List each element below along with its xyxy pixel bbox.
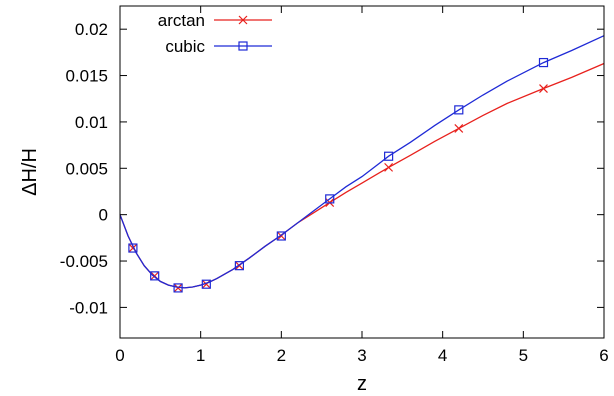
cubic-point xyxy=(276,231,286,241)
cubic-point xyxy=(201,279,211,289)
arctan-point xyxy=(384,162,394,172)
marker-stroke xyxy=(384,162,394,172)
legend-label-cubic: cubic xyxy=(165,37,205,56)
arctan-point xyxy=(173,283,183,293)
cubic-point xyxy=(150,271,160,281)
cubic-point xyxy=(384,151,394,161)
y-axis-label: ΔH/H xyxy=(19,148,41,196)
marker-stroke xyxy=(454,123,464,133)
marker-stroke xyxy=(173,283,183,293)
cubic-point xyxy=(234,261,244,271)
y-tick-label: 0.02 xyxy=(75,20,108,39)
legend-marker-arctan xyxy=(238,15,248,25)
marker-stroke xyxy=(238,15,248,25)
cubic-point xyxy=(173,283,183,293)
arctan-point xyxy=(201,279,211,289)
x-axis-label: z xyxy=(357,373,367,395)
y-tick-label: -0.01 xyxy=(69,298,108,317)
legend-label-arctan: arctan xyxy=(158,11,205,30)
cubic-line xyxy=(119,35,605,289)
plot-marks xyxy=(119,35,605,293)
x-tick-label: 0 xyxy=(115,346,124,365)
x-tick-label: 5 xyxy=(519,346,528,365)
y-tick-label: 0.01 xyxy=(75,113,108,132)
arctan-point xyxy=(454,123,464,133)
x-tick-label: 3 xyxy=(357,346,366,365)
arctan-point xyxy=(539,84,548,93)
cubic-point xyxy=(454,105,464,115)
cubic-point xyxy=(325,194,335,204)
y-tick-label: 0.005 xyxy=(65,159,108,178)
marker-stroke xyxy=(201,279,211,289)
marker-stroke xyxy=(539,84,548,93)
y-tick-label: 0 xyxy=(99,206,108,225)
x-tick-label: 1 xyxy=(196,346,205,365)
x-tick-label: 6 xyxy=(599,346,608,365)
cubic-point xyxy=(128,243,138,253)
y-tick-label: -0.005 xyxy=(60,252,108,271)
axis-ticks: 0 1 2 3 4 5 6 -0.01 -0.005 0 0.005 0.01 0.015 0.02 xyxy=(60,6,609,365)
marker-stroke xyxy=(128,243,138,253)
legend: arctan cubic xyxy=(158,11,272,56)
x-tick-label: 4 xyxy=(438,346,447,365)
x-tick-label: 2 xyxy=(277,346,286,365)
cubic-point xyxy=(538,57,549,68)
y-tick-label: 0.015 xyxy=(65,67,108,86)
marker-stroke xyxy=(150,271,160,281)
legend-marker-cubic xyxy=(238,41,248,51)
